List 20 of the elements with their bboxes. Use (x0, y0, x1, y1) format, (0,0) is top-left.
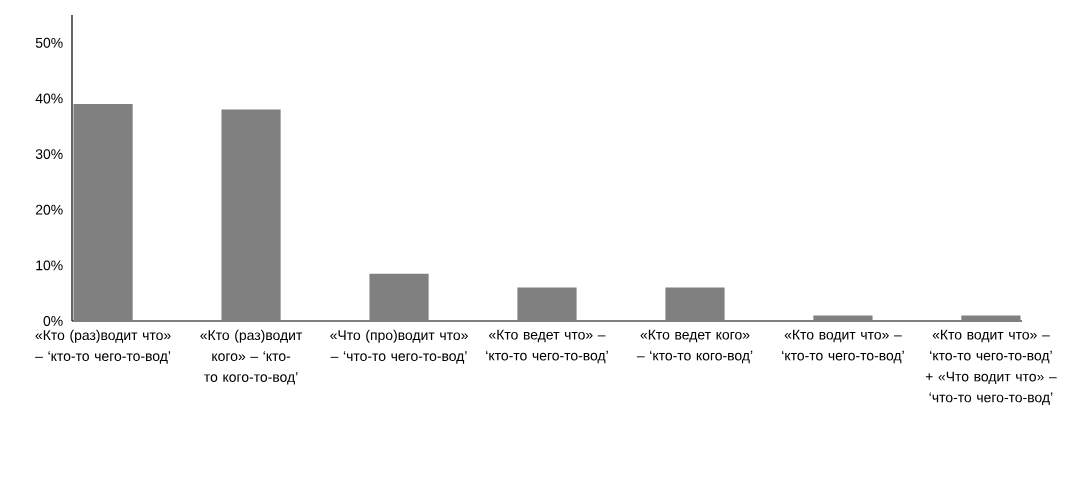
x-tick-label: «Кто водит что» – ‘кто-то чего-то-вод’ (782, 329, 904, 364)
y-tick-label: 50% (35, 37, 63, 48)
x-tick-label: «Кто (раз)водит что» – ‘кто-то чего-то-вод’ (35, 329, 171, 364)
bar (369, 273, 429, 321)
x-tick-label: «Кто водит что» – ‘кто-то чего-то-вод’ + «Что водит что» – ‘что-то чего-то-вод’ (925, 329, 1057, 405)
bar (517, 287, 577, 321)
bar (813, 315, 873, 321)
x-tick-label: «Кто (раз)водит кого» – ‘кто-то кого-то-вод’ (200, 329, 303, 385)
bar (73, 104, 133, 321)
y-tick-label: 20% (35, 204, 63, 215)
bar (221, 109, 281, 321)
x-tick-label: «Кто ведет кого» – ‘кто-то кого-вод’ (636, 329, 753, 364)
y-tick-label: 0% (43, 316, 63, 326)
x-tick-label: «Кто ведет что» – ‘кто-то чего-то-вод’ (486, 329, 608, 364)
y-tick-label: 40% (35, 93, 63, 104)
y-tick-label: 30% (35, 149, 63, 160)
bar (961, 315, 1021, 321)
y-tick-label: 10% (36, 260, 63, 271)
x-tick-label: «Что (про)водит что» – ‘что-то чего-то-вод’ (330, 329, 468, 364)
bar (665, 287, 725, 321)
